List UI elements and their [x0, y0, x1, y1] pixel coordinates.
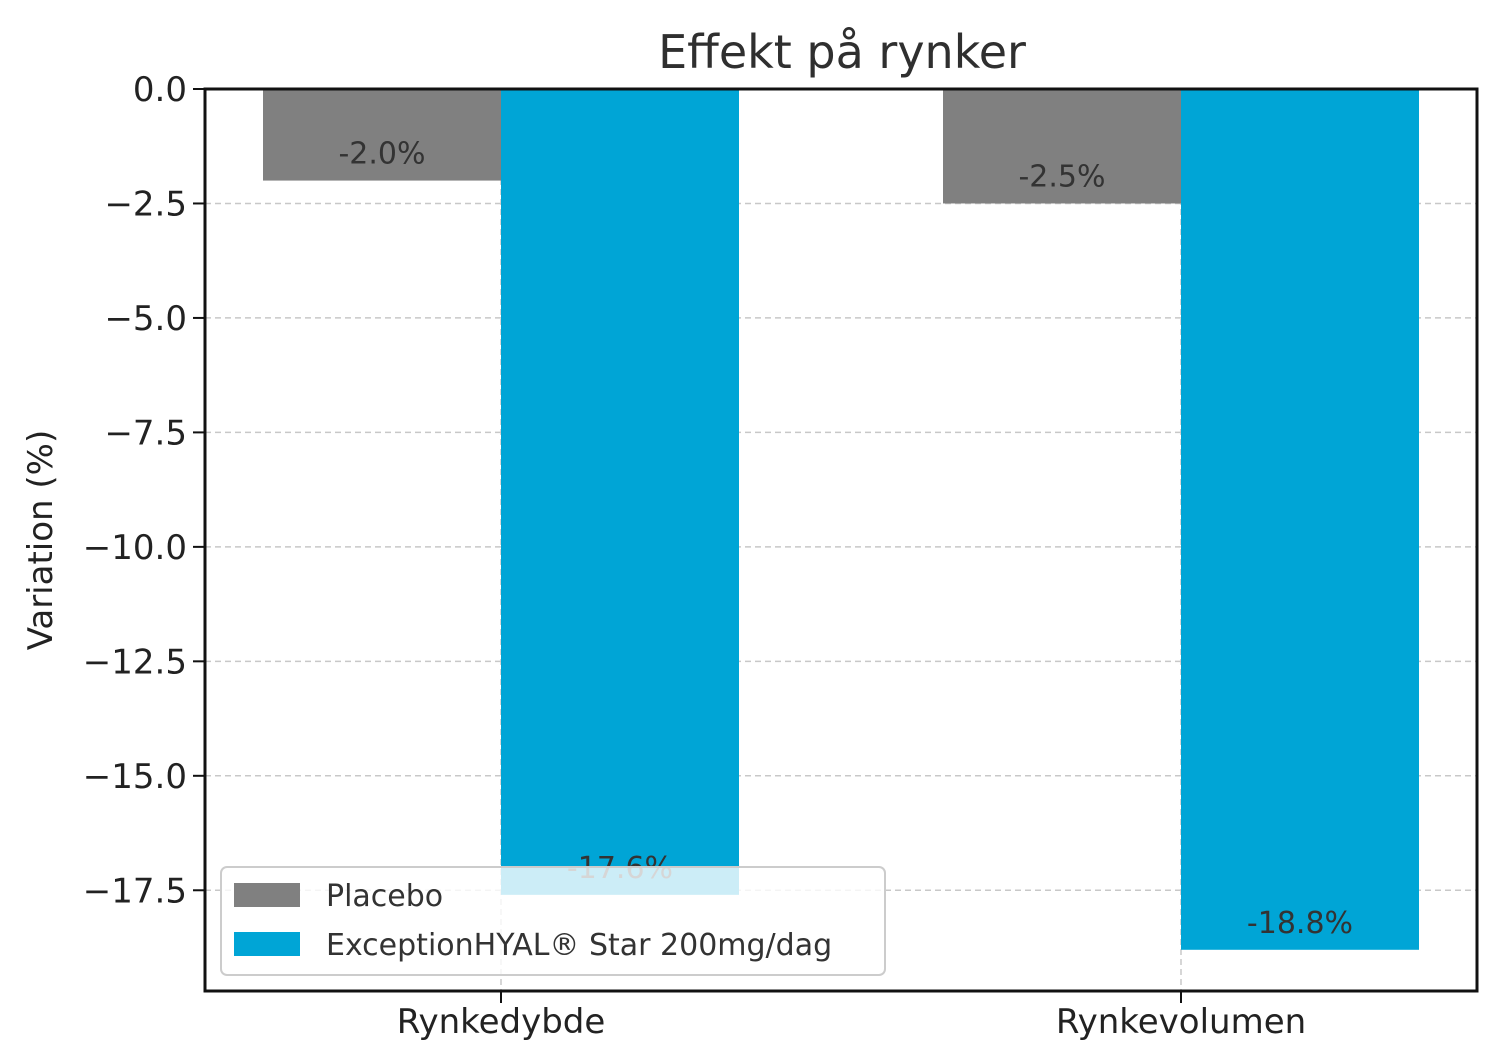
y-tick-label: 0.0	[133, 70, 187, 110]
y-axis-label: Variation (%)	[21, 430, 61, 651]
legend-swatch-exceptionhyal	[234, 932, 300, 956]
legend-label-placebo: Placebo	[326, 879, 443, 914]
bar-placebo-0	[263, 89, 501, 181]
y-tick-label: −10.0	[83, 528, 187, 568]
legend-swatch-placebo	[234, 883, 300, 907]
bar-exceptionhyal-1	[1181, 89, 1419, 950]
chart-title: Effekt på rynker	[658, 25, 1026, 79]
legend: Placebo ExceptionHYAL® Star 200mg/dag	[220, 866, 886, 976]
bar-value-label: -18.8%	[1247, 906, 1353, 941]
y-tick-label: −17.5	[83, 871, 187, 911]
bar-value-label: -2.5%	[1018, 159, 1105, 194]
bars-layer	[263, 89, 1419, 950]
bar-exceptionhyal-0	[501, 89, 739, 895]
legend-box	[220, 866, 886, 976]
y-tick-label: −12.5	[83, 642, 187, 682]
y-tick-label: −15.0	[83, 757, 187, 797]
plot-frame	[203, 87, 1479, 993]
y-tick-label: −2.5	[104, 184, 187, 224]
y-tick-label: −7.5	[104, 413, 187, 453]
legend-label-exceptionhyal: ExceptionHYAL® Star 200mg/dag	[326, 928, 832, 963]
x-tick-label: Rynkevolumen	[1056, 1002, 1306, 1042]
y-axis: 0.0 −2.5 −5.0 −7.5 −10.0 −12.5 −15.0 −17.5	[83, 70, 205, 911]
y-tick-label: −5.0	[104, 299, 187, 339]
bar-value-label: -2.0%	[338, 137, 425, 172]
x-tick-label: Rynkedybde	[397, 1002, 606, 1042]
bar-placebo-1	[943, 89, 1181, 204]
x-axis: Rynkedybde Rynkevolumen	[397, 991, 1306, 1042]
